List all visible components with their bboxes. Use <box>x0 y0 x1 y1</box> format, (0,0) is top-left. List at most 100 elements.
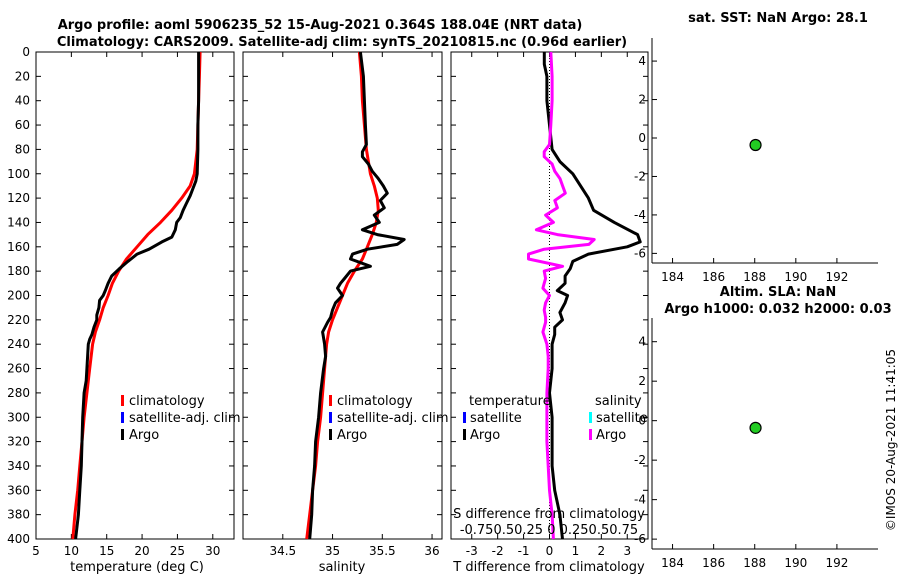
depth-tick-label: 360 <box>7 483 30 497</box>
x-tick-label: 20 <box>134 544 149 558</box>
series-argo <box>308 51 406 540</box>
legend-swatch-argo <box>329 429 332 440</box>
x-tick-label: 3 <box>623 544 631 558</box>
series-salinity-argo <box>527 51 596 540</box>
depth-tick-label: 340 <box>7 459 30 473</box>
x-tick-label: 5 <box>32 544 40 558</box>
sla-title: Altim. SLA: NaN <box>720 285 836 300</box>
x-tick-label: 15 <box>99 544 114 558</box>
depth-tick-label: 240 <box>7 337 30 351</box>
depth-tick-label: 40 <box>15 94 30 108</box>
x-tick-label: 35.5 <box>369 544 396 558</box>
t-diff-xlabel: T difference from climatology <box>452 560 645 575</box>
sla-title-2: Argo h1000: 0.032 h2000: 0.03 <box>664 302 891 317</box>
x-tick-label: 35 <box>325 544 340 558</box>
y-tick-label: -4 <box>634 493 646 507</box>
legend-s-satellite: satellite <box>596 411 648 426</box>
data-point <box>749 138 762 152</box>
depth-tick-label: 180 <box>7 264 30 278</box>
legend-satellite: satellite-adj. clim <box>129 411 241 426</box>
y-tick-label: 4 <box>638 335 646 349</box>
x-tick-label: 34.5 <box>269 544 296 558</box>
s-diff-ticks: -0.750.50.25 0 0.250.50.75 <box>460 523 638 538</box>
depth-tick-label: 280 <box>7 386 30 400</box>
legend-swatch-t-satellite <box>463 412 466 423</box>
legend-swatch-satellite <box>329 412 332 423</box>
temperature-legend: climatology satellite-adj. clim Argo <box>121 394 241 443</box>
salinity-legend: climatology satellite-adj. clim Argo <box>329 394 449 443</box>
series-temperature-argo <box>542 52 642 540</box>
depth-tick-label: 120 <box>7 191 30 205</box>
legend-swatch-climatology <box>121 395 124 406</box>
x-tick-label: 188 <box>743 556 766 570</box>
depth-tick-label: 320 <box>7 435 30 449</box>
depth-tick-label: 160 <box>7 240 30 254</box>
x-tick-label: 0 <box>546 544 554 558</box>
legend-swatch-argo <box>121 429 124 440</box>
sla-panel: 4 2 0 -2 -4 -6 184 186 188 190 192 <box>634 318 878 570</box>
sst-title: sat. SST: NaN Argo: 28.1 <box>688 11 868 26</box>
y-tick-label: -4 <box>634 208 646 222</box>
y-tick-label: -6 <box>634 532 646 546</box>
x-tick-label: 30 <box>205 544 220 558</box>
x-tick-label: 192 <box>825 556 848 570</box>
legend-t-argo: Argo <box>470 428 500 443</box>
legend-satellite: satellite-adj. clim <box>337 411 449 426</box>
legend-salinity-title: salinity <box>595 394 642 409</box>
y-tick-label: -6 <box>634 246 646 260</box>
series-argo <box>74 52 201 540</box>
data-point <box>749 421 762 434</box>
salinity-panel: 34.5 35 35.5 36 <box>242 51 443 558</box>
depth-tick-label: 380 <box>7 508 30 522</box>
y-tick-label: 2 <box>638 93 646 107</box>
depth-tick-label: 140 <box>7 215 30 229</box>
sst-panel: 4 2 0 -2 -4 -6 184 186 188 190 192 <box>634 38 878 284</box>
x-tick-label: 25 <box>170 544 185 558</box>
depth-tick-label: 100 <box>7 167 30 181</box>
x-tick-label: 1 <box>572 544 580 558</box>
x-tick-label: 192 <box>825 270 848 284</box>
depth-tick-label: 80 <box>15 142 30 156</box>
depth-tick-label: 0 <box>22 45 30 59</box>
depth-tick-label: 60 <box>15 118 30 132</box>
depth-tick-label: 300 <box>7 410 30 424</box>
legend-climatology: climatology <box>337 394 413 409</box>
difference-panel: -3 -2 -1 0 1 2 3 <box>450 51 649 558</box>
x-tick-label: -1 <box>518 544 530 558</box>
x-tick-label: 10 <box>64 544 79 558</box>
legend-argo: Argo <box>337 428 367 443</box>
x-tick-label: 184 <box>661 556 684 570</box>
depth-tick-label: 220 <box>7 313 30 327</box>
legend-swatch-s-argo <box>589 429 592 440</box>
x-tick-label: -3 <box>466 544 478 558</box>
depth-tick-label: 20 <box>15 69 30 83</box>
legend-t-satellite: satellite <box>470 411 522 426</box>
legend-swatch-climatology <box>329 395 332 406</box>
x-tick-label: 188 <box>743 270 766 284</box>
x-tick-label: 186 <box>702 556 725 570</box>
legend-swatch-satellite <box>121 412 124 423</box>
figure-title-2: Climatology: CARS2009. Satellite-adj cli… <box>57 35 627 50</box>
y-tick-label: -2 <box>634 453 646 467</box>
legend-temperature-title: temperature <box>469 394 551 409</box>
legend-argo: Argo <box>129 428 159 443</box>
legend-swatch-s-satellite <box>589 412 592 423</box>
axes-box <box>35 51 235 540</box>
x-tick-label: 190 <box>784 556 807 570</box>
difference-legend: temperature salinity satellite Argo sate… <box>463 394 648 443</box>
y-tick-label: 0 <box>638 131 646 145</box>
salinity-xlabel: salinity <box>319 560 366 575</box>
legend-climatology: climatology <box>129 394 205 409</box>
x-tick-label: -2 <box>492 544 504 558</box>
temperature-panel: 5 10 15 20 25 3002040608010012014016018020022… <box>7 45 235 558</box>
figure-title-1: Argo profile: aoml 5906235_52 15-Aug-202… <box>58 18 583 33</box>
timestamp: ©IMOS 20-Aug-2021 11:41:05 <box>884 349 898 531</box>
legend-swatch-t-argo <box>463 429 466 440</box>
series-climatology <box>71 51 202 540</box>
y-tick-label: 0 <box>638 414 646 428</box>
series-climatology <box>305 51 380 540</box>
x-tick-label: 36 <box>424 544 439 558</box>
legend-s-argo: Argo <box>596 428 626 443</box>
temperature-xlabel: temperature (deg C) <box>70 560 204 575</box>
